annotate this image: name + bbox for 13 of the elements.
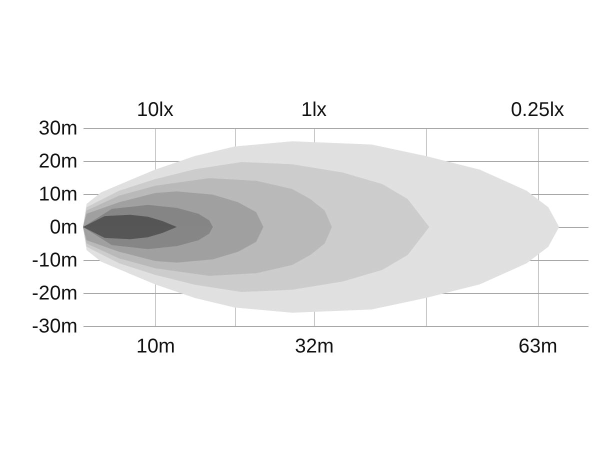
y-tick-label: 30m [38,118,78,140]
y-tick-label: -20m [32,282,78,304]
x-tick-label: 32m [294,336,334,358]
y-tick-label: -30m [32,316,78,338]
text: 0.25lx [510,99,564,121]
text: 1lx [301,99,327,121]
y-tick-label: 0m [50,216,78,238]
y-tick-label: -10m [32,250,78,272]
y-tick-label: 10m [38,184,78,206]
x-tick-label: 63m [518,336,558,358]
text: 10lx [136,99,174,121]
x-tick-label: 10m [136,336,176,358]
y-tick-label: 20m [38,150,78,172]
